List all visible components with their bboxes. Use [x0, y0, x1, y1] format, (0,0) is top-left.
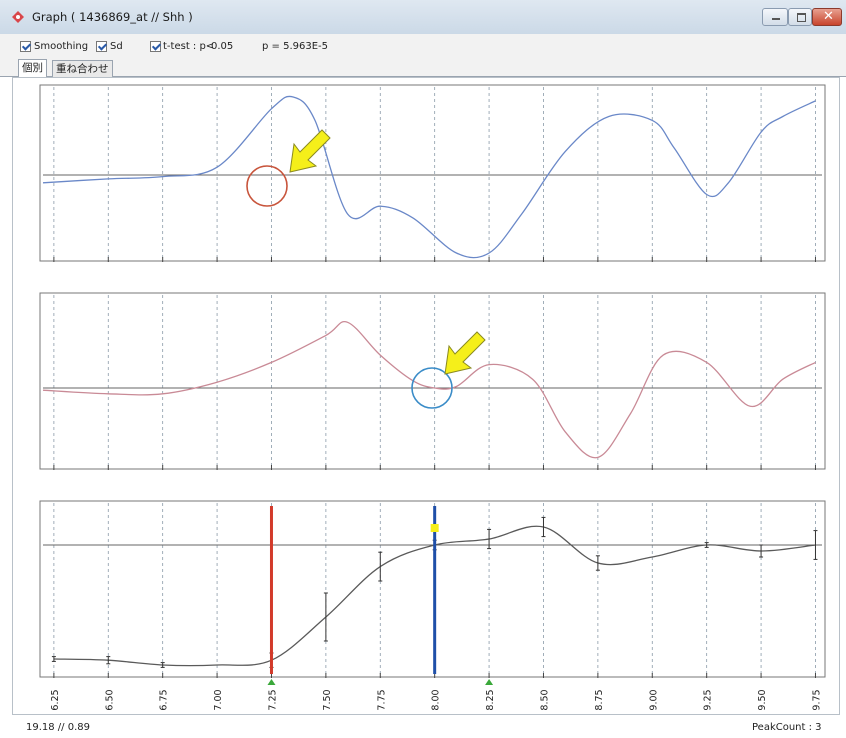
x-tick-label: 9.50 [757, 689, 768, 710]
close-icon: ✕ [823, 9, 834, 24]
x-tick-label: 9.25 [703, 689, 714, 710]
maximize-button[interactable] [788, 8, 812, 26]
annotation-arrow-2 [444, 331, 486, 375]
annotation-arrow-1 [289, 129, 331, 173]
peak-triangle-marker [485, 679, 494, 685]
x-tick-label: 6.25 [50, 689, 61, 710]
smoothing-checkbox[interactable] [20, 41, 31, 52]
minimize-button[interactable] [762, 8, 788, 26]
panel-frame-middle [39, 292, 826, 470]
x-tick-label: 7.25 [267, 689, 278, 710]
status-left: 19.18 // 0.89 [26, 722, 90, 733]
annotation-circle-red [246, 165, 288, 207]
x-tick-label: 8.25 [485, 689, 496, 710]
x-tick-label: 8.00 [431, 689, 442, 710]
x-tick-label: 7.50 [322, 689, 333, 710]
series-line-middle [42, 320, 816, 459]
panel-frame-top [39, 84, 826, 262]
pvalue-text: p = 5.963E-5 [262, 41, 329, 52]
x-tick-label: 6.50 [104, 689, 115, 710]
graph-area [12, 77, 840, 715]
peak-triangle-marker [267, 679, 276, 685]
x-tick-label: 8.75 [594, 689, 605, 710]
sd-label: Sd [110, 41, 123, 52]
tab-strip [0, 58, 846, 77]
x-tick-label: 8.50 [539, 689, 550, 710]
ttest-checkbox[interactable] [150, 41, 161, 52]
x-tick-label: 9.75 [811, 689, 822, 710]
maximize-icon [797, 13, 806, 22]
x-tick-label: 9.00 [648, 689, 659, 710]
status-peakcount: PeakCount : 3 [752, 722, 822, 733]
app-icon [12, 11, 24, 23]
ttest-label: t-test : p< [163, 41, 215, 52]
smoothing-label: Smoothing [34, 41, 89, 52]
window-title: Graph ( 1436869_at // Shh ) [32, 10, 193, 24]
minimize-icon [772, 18, 780, 20]
x-tick-label: 7.75 [376, 689, 387, 710]
annotation-circle-blue [411, 367, 453, 409]
peak-square-marker [430, 524, 439, 532]
close-button[interactable]: ✕ [812, 8, 842, 26]
ttest-threshold-input[interactable]: 0.05 [211, 41, 234, 52]
tab-overlay-label: 重ね合わせ [56, 63, 109, 75]
toolbar [0, 34, 846, 60]
x-tick-label: 7.00 [213, 689, 224, 710]
panel-frame-bottom [39, 500, 826, 678]
sd-checkbox[interactable] [96, 41, 107, 52]
title-bar: Graph ( 1436869_at // Shh ) ✕ [0, 0, 846, 34]
tab-individual-label: 個別 [22, 62, 43, 74]
x-tick-label: 6.75 [159, 689, 170, 710]
series-line-top [42, 95, 816, 259]
